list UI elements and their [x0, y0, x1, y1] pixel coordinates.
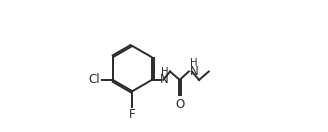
Text: N: N	[189, 65, 198, 78]
Text: Cl: Cl	[89, 73, 100, 86]
Text: N: N	[160, 73, 169, 86]
Text: F: F	[129, 108, 136, 121]
Text: H: H	[161, 67, 168, 77]
Text: O: O	[175, 98, 184, 111]
Text: H: H	[190, 58, 197, 68]
